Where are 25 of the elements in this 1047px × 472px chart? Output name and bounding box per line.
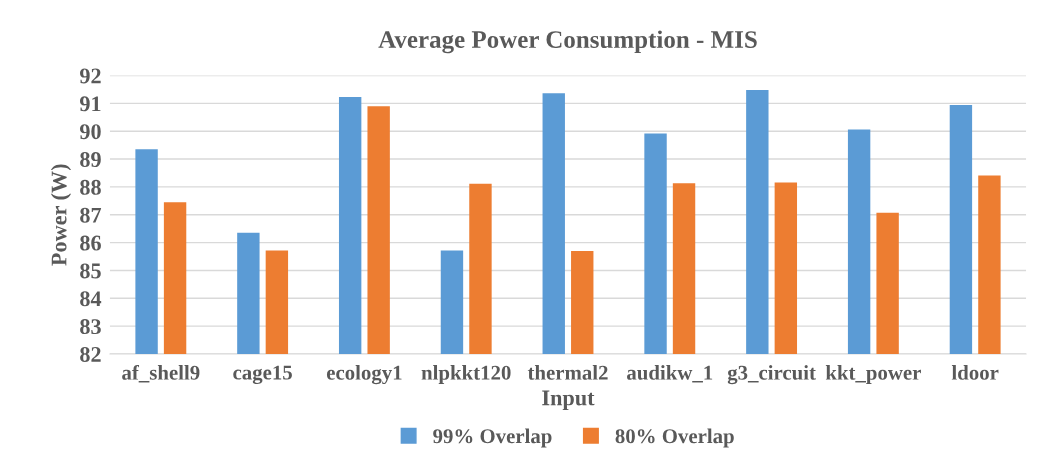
y-tick-label: 91 (79, 96, 101, 112)
x-tick-label: af_shell9 (122, 364, 200, 383)
y-tick-label: 82 (80, 346, 101, 362)
y-tick-label: 89 (80, 152, 101, 167)
y-axis-title: Power (W) (50, 164, 72, 266)
y-tick-label: 85 (80, 263, 101, 279)
y-tick-label: 90 (79, 124, 101, 140)
x-tick-label: ecology1 (326, 365, 402, 385)
y-tick-label: 86 (80, 235, 101, 251)
x-axis-title: Input (542, 390, 595, 410)
x-tick-label: kkt_power (825, 365, 921, 384)
x-tick-label: g3_circuit (727, 365, 816, 385)
x-tick-label: cage15 (233, 365, 292, 384)
y-tick-label: 88 (80, 179, 101, 195)
x-tick-label: audikw_1 (627, 365, 713, 383)
y-tick-label: 92 (79, 68, 101, 84)
x-tick-label: ldoor (951, 365, 999, 380)
y-tick-label: 87 (80, 207, 102, 223)
y-tick-label: 83 (80, 319, 101, 335)
legend-label: 99% Overlap (433, 428, 552, 448)
legend-label: 80% Overlap (615, 428, 734, 448)
x-tick-label: thermal2 (527, 365, 608, 380)
y-tick-label: 84 (80, 291, 102, 307)
x-tick-label: nlpkkt120 (421, 365, 511, 384)
chart-title: Average Power Consumption - MIS (378, 30, 757, 54)
